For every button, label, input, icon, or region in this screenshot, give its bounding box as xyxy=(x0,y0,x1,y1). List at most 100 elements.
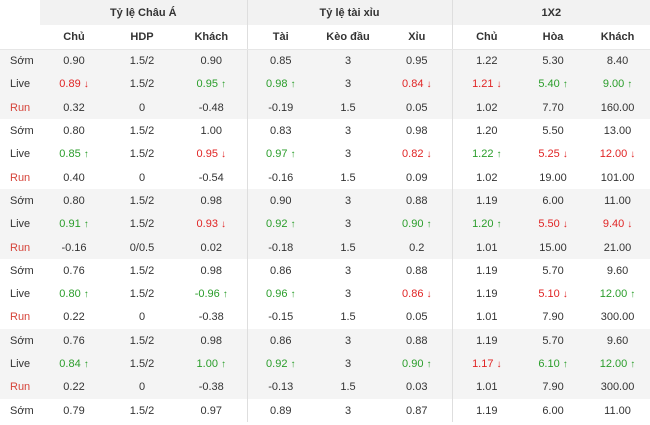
odds-cell: 3 xyxy=(314,119,382,143)
group-title-overunder: Tỷ lệ tài xỉu xyxy=(246,0,453,25)
odds-value: 3 xyxy=(344,288,352,301)
odds-cell: 3 xyxy=(314,142,382,166)
odds-cell: 0/0.5 xyxy=(108,235,176,260)
odds-cell: 1.5/2 xyxy=(108,329,176,353)
arrow-down-icon: ↓ xyxy=(496,359,502,370)
odds-value: 0.96 xyxy=(266,288,288,301)
odds-cell: 0.83 xyxy=(246,119,314,143)
odds-cell: 15.00 xyxy=(521,235,586,260)
row-label: Live xyxy=(0,352,40,376)
odds-cell: 0 xyxy=(108,165,176,190)
odds-value: 1.01 xyxy=(476,241,498,254)
odds-value: 0.2 xyxy=(409,241,425,254)
odds-cell: 3 xyxy=(314,49,382,73)
odds-cell: 0.82 ↓ xyxy=(382,142,453,166)
odds-value: 1.00 xyxy=(196,358,218,370)
odds-cell: 0 xyxy=(108,375,176,399)
odds-cell: 0.86 ↓ xyxy=(382,282,453,306)
table-row: Sớm 0.80 1.5/2 0.98 0.90 3 0.88 1.19 6.00 11.00 xyxy=(0,189,650,213)
odds-cell: 0.90 ↑ xyxy=(382,212,453,236)
odds-cell: 1.5 xyxy=(314,96,382,120)
odds-cell: 0.95 xyxy=(382,49,453,73)
odds-cell: 5.50 xyxy=(521,119,586,143)
odds-cell: 1.20 xyxy=(451,119,522,143)
odds-value: 12.00 xyxy=(599,148,628,161)
table-row: Live 0.80 ↑ 1.5/2 -0.96 ↑ 0.96 ↑ 3 0.86 ↓ 1.19 5.10 ↓… xyxy=(0,282,650,306)
arrow-up-icon: ↑ xyxy=(627,79,633,91)
odds-cell: 1.5 xyxy=(314,235,382,260)
odds-value: 1.20 xyxy=(472,218,494,231)
odds-cell: 1.01 xyxy=(451,305,522,330)
arrow-up-icon: ↑ xyxy=(290,79,296,91)
odds-value: 0.91 xyxy=(59,218,81,231)
odds-value: 0 xyxy=(138,171,146,184)
odds-value: 0.86 xyxy=(270,334,292,347)
arrow-down-icon: ↓ xyxy=(220,149,226,161)
odds-cell: 1.5/2 xyxy=(108,282,176,306)
arrow-up-icon: ↑ xyxy=(562,359,568,370)
odds-value: 3 xyxy=(344,264,352,277)
odds-value: 9.00 xyxy=(602,78,625,91)
odds-value: -0.15 xyxy=(268,311,294,324)
odds-cell: 19.00 xyxy=(521,165,586,190)
odds-value: 1.5 xyxy=(340,101,356,114)
odds-value: 1.5 xyxy=(340,311,356,324)
odds-cell: 9.00 ↑ xyxy=(585,72,650,97)
table-row: Live 0.89 ↓ 1.5/2 0.95 ↑ 0.98 ↑ 3 0.84 ↓ 1.21 ↓ 5.40 ↑… xyxy=(0,72,650,97)
group-title-1x2: 1X2 xyxy=(451,0,650,25)
odds-value: 5.25 xyxy=(538,148,560,161)
odds-cell: 0.98 xyxy=(176,329,247,353)
odds-value: 0/0.5 xyxy=(129,241,155,254)
odds-cell: 0.89 ↓ xyxy=(40,72,108,97)
odds-value: 0.32 xyxy=(63,101,85,114)
table-row: Run 0.22 0 -0.38 -0.15 1.5 0.05 1.01 7.90 300.00 xyxy=(0,305,650,330)
row-label: Live xyxy=(0,142,40,166)
odds-cell: 0.87 xyxy=(382,398,453,423)
table-row: Run 0.40 0 -0.54 -0.16 1.5 0.09 1.02 19.00 101.00 xyxy=(0,165,650,190)
odds-cell: 21.00 xyxy=(585,235,650,260)
odds-cell: 11.00 xyxy=(585,398,650,423)
table-row: Run 0.32 0 -0.48 -0.19 1.5 0.05 1.02 7.70 160.00 xyxy=(0,96,650,120)
odds-value: 0.95 xyxy=(196,78,218,91)
table-row: Sớm 0.76 1.5/2 0.98 0.86 3 0.88 1.19 5.70 9.60 xyxy=(0,259,650,283)
odds-cell: 1.5/2 xyxy=(108,49,176,73)
odds-value: 0.89 xyxy=(270,404,292,417)
row-label: Sớm xyxy=(0,398,40,423)
odds-value: 9.60 xyxy=(606,264,629,277)
odds-cell: 0.76 xyxy=(40,329,108,353)
odds-cell: 0.32 xyxy=(40,96,108,120)
odds-value: 3 xyxy=(344,404,352,417)
row-label: Sớm xyxy=(0,189,40,213)
odds-cell: 0.85 ↑ xyxy=(40,142,108,166)
odds-cell: -0.16 xyxy=(40,235,108,260)
odds-cell: 0.2 xyxy=(382,235,453,260)
odds-value: 0.86 xyxy=(270,264,292,277)
odds-value: 0.89 xyxy=(59,78,81,91)
arrow-up-icon: ↑ xyxy=(496,149,502,161)
odds-value: 1.20 xyxy=(476,125,498,138)
odds-cell: 1.00 ↑ xyxy=(176,352,247,376)
odds-value: 0.05 xyxy=(406,101,428,114)
odds-value: 0.87 xyxy=(406,404,428,417)
col-header: Khách xyxy=(585,25,650,50)
odds-value: 0.80 xyxy=(63,125,85,138)
odds-cell: 0.22 xyxy=(40,375,108,399)
arrow-up-icon: ↑ xyxy=(290,149,296,161)
odds-cell: 9.60 xyxy=(585,259,650,283)
table-row: Sớm 0.80 1.5/2 1.00 0.83 3 0.98 1.20 5.50 13.00 xyxy=(0,119,650,143)
odds-value: 7.90 xyxy=(542,381,564,394)
odds-value: 5.30 xyxy=(542,55,564,68)
odds-value: -0.16 xyxy=(268,171,294,184)
odds-value: 0.02 xyxy=(200,241,222,254)
odds-value: 1.5 xyxy=(340,381,356,394)
odds-value: 11.00 xyxy=(604,404,631,417)
odds-cell: 0.90 xyxy=(246,189,314,213)
row-label: Sớm xyxy=(0,49,40,73)
odds-value: 300.00 xyxy=(600,311,635,324)
odds-value: 0.88 xyxy=(406,334,428,347)
odds-cell: 0.97 xyxy=(176,398,247,423)
table-row: Sớm 0.90 1.5/2 0.90 0.85 3 0.95 1.22 5.30 8.40 xyxy=(0,49,650,73)
odds-value: 0.98 xyxy=(200,194,222,207)
row-label: Run xyxy=(0,96,40,120)
